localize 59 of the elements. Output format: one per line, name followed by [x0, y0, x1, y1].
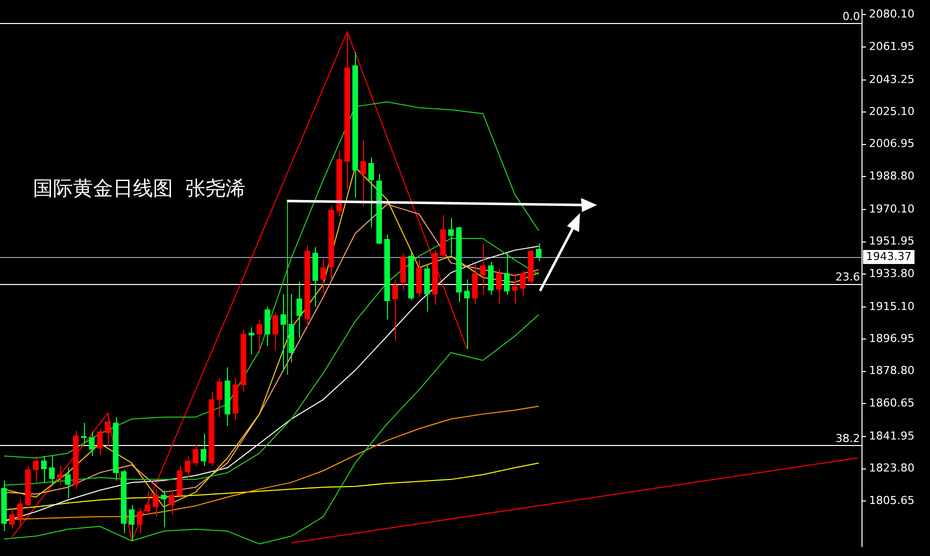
candlestick: [464, 278, 470, 350]
candlestick: [248, 326, 254, 356]
candlestick: [160, 490, 166, 528]
candlestick: [41, 456, 47, 483]
y-tick-label: 1896.95: [869, 332, 914, 346]
candlestick: [9, 508, 15, 529]
candlestick: [392, 278, 398, 342]
candlestick: [448, 217, 454, 256]
candlestick: [152, 488, 158, 518]
candlestick: [33, 456, 39, 483]
candlestick: [96, 428, 103, 456]
y-tick-label: 1988.80: [869, 169, 914, 182]
y-tick-label: 2006.95: [869, 137, 914, 150]
y-tick-label: 1915.10: [869, 300, 914, 313]
candlestick: [17, 498, 23, 526]
candlestick: [136, 507, 143, 534]
candlestick: [296, 280, 302, 339]
candlestick: [320, 258, 326, 294]
candlestick: [512, 273, 518, 304]
candlestick: [480, 244, 486, 296]
candlestick: [88, 431, 95, 457]
candlestick: [520, 270, 526, 297]
candlestick: [256, 320, 262, 354]
candlestick: [536, 242, 542, 262]
candlestick: [128, 504, 135, 542]
candlestick: [184, 456, 190, 478]
candlestick: [192, 444, 198, 466]
text: 国际黄金日线图 张尧浠: [33, 176, 246, 200]
candlestick: [168, 490, 174, 516]
y-tick-label: 1878.80: [869, 364, 914, 378]
candlestick: [280, 294, 286, 371]
y-tick-label: 2043.25: [869, 72, 914, 86]
candlestick: [80, 422, 87, 444]
candlestick: [65, 467, 71, 499]
candlestick: [216, 378, 222, 418]
candlestick: [360, 139, 366, 207]
y-tick-label: 1933.80: [869, 266, 914, 280]
y-tick-label: 2061.95: [869, 40, 914, 53]
annotation: 23.6: [836, 270, 860, 284]
y-tick-label: 1823.80: [869, 462, 914, 475]
annotation: 0.0: [842, 10, 860, 23]
candlestick: [57, 465, 63, 486]
candlestick: [49, 456, 55, 485]
annotation: 38.2: [836, 432, 860, 445]
y-tick-label: 1860.65: [869, 396, 914, 410]
candlestick: [504, 252, 510, 296]
y-tick-label: 1951.95: [869, 234, 914, 248]
candlestick: [200, 433, 206, 466]
y-tick-label: 1805.65: [869, 494, 914, 507]
ref-line-label: 1943.37: [866, 250, 912, 263]
candlestick: [368, 157, 374, 228]
candlestick: [144, 492, 150, 516]
y-tick-label: 2025.10: [869, 105, 914, 118]
y-tick-label: 2080.10: [869, 8, 914, 21]
y-tick-label: 1841.95: [869, 430, 914, 443]
candlestick: [272, 312, 278, 352]
candlestick: [496, 268, 502, 304]
candlestick: [104, 412, 111, 447]
y-tick-label: 1970.10: [869, 202, 914, 216]
